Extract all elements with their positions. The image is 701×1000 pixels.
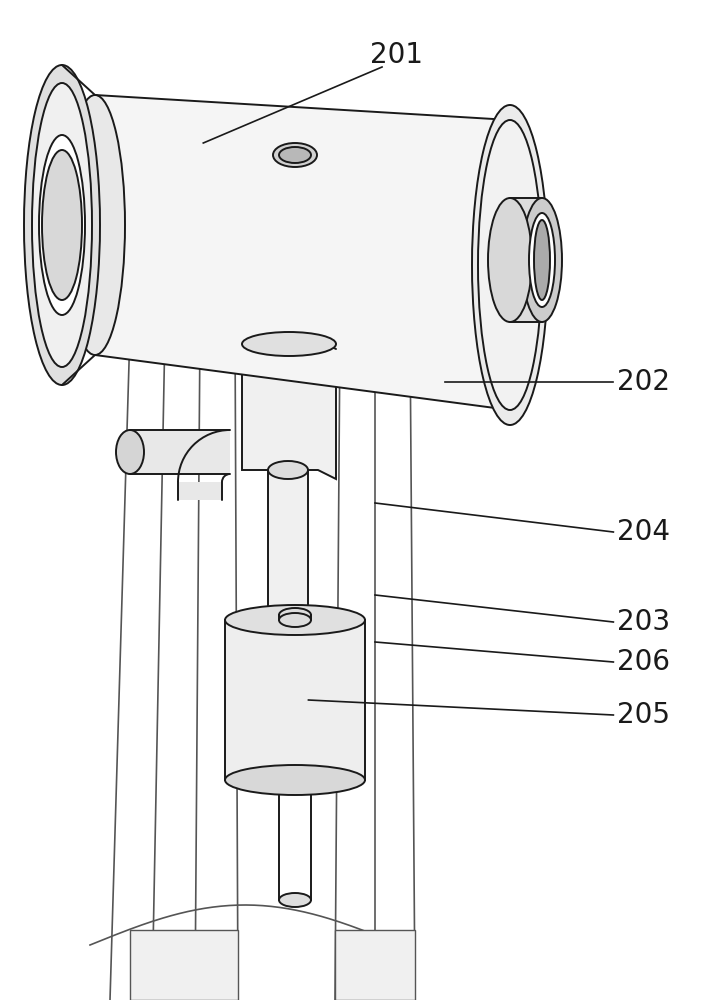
Ellipse shape (225, 765, 365, 795)
Polygon shape (335, 930, 415, 1000)
Ellipse shape (32, 83, 92, 367)
Ellipse shape (534, 220, 550, 300)
Polygon shape (178, 482, 222, 500)
Ellipse shape (225, 605, 365, 635)
Ellipse shape (24, 65, 100, 385)
Polygon shape (510, 198, 542, 322)
Polygon shape (268, 470, 308, 615)
Polygon shape (130, 430, 230, 474)
Text: 205: 205 (617, 701, 670, 729)
Ellipse shape (279, 147, 311, 163)
Ellipse shape (279, 613, 311, 627)
Polygon shape (130, 930, 238, 1000)
Ellipse shape (39, 135, 85, 315)
Ellipse shape (279, 893, 311, 907)
Text: 206: 206 (617, 648, 670, 676)
Ellipse shape (273, 143, 317, 167)
Polygon shape (225, 620, 365, 780)
Ellipse shape (65, 95, 125, 355)
Ellipse shape (529, 213, 555, 307)
Ellipse shape (242, 332, 336, 356)
Ellipse shape (478, 120, 542, 410)
Text: 202: 202 (617, 368, 670, 396)
Ellipse shape (488, 198, 532, 322)
Polygon shape (279, 615, 311, 620)
Text: 204: 204 (617, 518, 670, 546)
Ellipse shape (42, 150, 82, 300)
Ellipse shape (116, 430, 144, 474)
Ellipse shape (279, 608, 311, 622)
Ellipse shape (268, 461, 308, 479)
Polygon shape (95, 95, 510, 410)
Ellipse shape (472, 105, 548, 425)
Polygon shape (242, 340, 336, 479)
Ellipse shape (522, 198, 562, 322)
Text: 203: 203 (617, 608, 670, 636)
Text: 201: 201 (369, 41, 423, 69)
